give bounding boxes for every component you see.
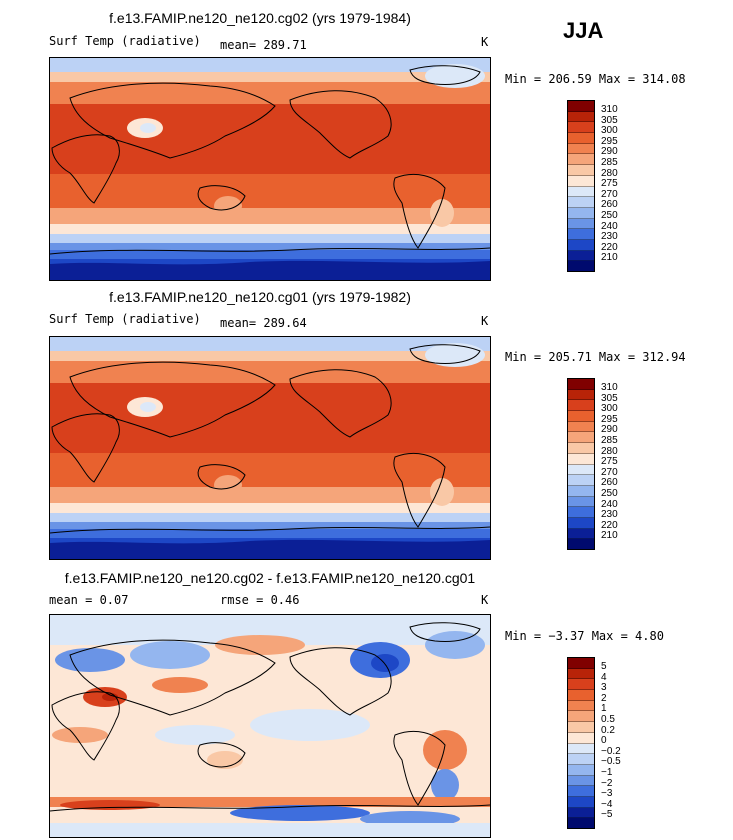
colorbar-tick-label: 5	[601, 661, 607, 672]
colorbar-tick-label: 3	[601, 682, 607, 694]
panel-1-colorbar: 310 305 300 295 290 285 280 275 270 260 …	[567, 100, 618, 272]
colorbar-tick-label: 0.2	[601, 724, 615, 736]
colorbar-tick-label: 300	[601, 125, 618, 137]
season-label: JJA	[563, 18, 604, 43]
colorbar-tick-label: 220	[601, 519, 618, 531]
panel-2-units: K	[481, 314, 489, 328]
panel-1-variable-label: Surf Temp (radiative)	[49, 34, 201, 48]
colorbar-tick-label: 285	[601, 435, 618, 446]
colorbar-tick-label: 295	[601, 135, 618, 147]
panel-3-units: K	[481, 593, 489, 607]
colorbar-tick-label: 295	[601, 413, 618, 425]
colorbar-tick-label: 280	[601, 445, 618, 457]
panel-3-title: f.e13.FAMIP.ne120_ne120.cg02 - f.e13.FAM…	[64, 570, 476, 586]
colorbar-tick-label: 230	[601, 231, 618, 243]
colorbar-tick-label: −4	[601, 798, 613, 810]
colorbar-tick-label: 270	[601, 466, 618, 478]
colorbar-tick-label: 305	[601, 114, 618, 126]
colorbar-tick-label: −0.2	[601, 745, 621, 757]
colorbar-tick-label: 2	[601, 692, 607, 704]
colorbar-tick-label: −2	[601, 777, 613, 789]
panel-2-minmax: Min = 205.71 Max = 312.94	[505, 350, 686, 364]
colorbar-tick-label: 300	[601, 403, 618, 415]
panel-2-colorbar: 310 305 300 295 290 285 280 275 270 260 …	[567, 378, 618, 550]
colorbar-tick-label: 210	[601, 530, 618, 542]
panel-3-minmax: Min = −3.37 Max = 4.80	[505, 629, 664, 643]
colorbar-tick-label: −3	[601, 788, 613, 800]
colorbar-tick-label: 0	[601, 735, 607, 747]
colorbar-tick-label: 220	[601, 241, 618, 253]
colorbar-tick-label: 0.5	[601, 714, 615, 725]
colorbar-tick-label: 250	[601, 210, 618, 221]
colorbar-tick-label: 230	[601, 509, 618, 521]
colorbar-tick-label: 275	[601, 178, 618, 190]
panel-3-mean-label: mean = 0.07	[49, 593, 129, 607]
colorbar-tick-label: 280	[601, 167, 618, 179]
panel-3-map	[49, 614, 491, 838]
colorbar-tick-label: 305	[601, 392, 618, 404]
colorbar-tick-label: 310	[601, 104, 618, 115]
colorbar-tick-label: 290	[601, 146, 618, 158]
colorbar-tick-label: 260	[601, 477, 618, 489]
colorbar-tick-label: −0.5	[601, 756, 621, 768]
colorbar-tick-label: −5	[601, 809, 613, 821]
panel-2-map-graphic	[50, 337, 490, 559]
colorbar-tick-label: 260	[601, 199, 618, 211]
panel-1-minmax: Min = 206.59 Max = 314.08	[505, 72, 686, 86]
colorbar-tick-label: −1	[601, 767, 613, 778]
colorbar-tick-label: 240	[601, 498, 618, 510]
panel-2-variable-label: Surf Temp (radiative)	[49, 312, 201, 326]
panel-2-map	[49, 336, 491, 560]
colorbar-tick-label: 285	[601, 157, 618, 168]
panel-1-mean-label: mean= 289.71	[220, 38, 307, 52]
panel-1-colorbar-swatches	[567, 100, 595, 272]
colorbar-tick-label: 275	[601, 456, 618, 468]
panel-2-colorbar-swatches	[567, 378, 595, 550]
colorbar-tick-label: 270	[601, 188, 618, 200]
panel-2-mean-label: mean= 289.64	[220, 316, 307, 330]
colorbar-tick-label: 250	[601, 488, 618, 499]
panel-3-colorbar: 5 4 3 2 1 0.5 0.2 0 −0.2 −0.5 −1 −2 −3 −…	[567, 657, 621, 829]
colorbar-tick-label: 4	[601, 671, 607, 683]
panel-2-title: f.e13.FAMIP.ne120_ne120.cg01 (yrs 1979-1…	[109, 289, 411, 305]
colorbar-tick-label: 240	[601, 220, 618, 232]
panel-1-map	[49, 57, 491, 281]
panel-3-map-graphic	[50, 615, 490, 837]
panel-1-title: f.e13.FAMIP.ne120_ne120.cg02 (yrs 1979-1…	[109, 10, 411, 26]
colorbar-tick-label: 310	[601, 382, 618, 393]
panel-3-colorbar-swatches	[567, 657, 595, 829]
panel-1-units: K	[481, 35, 489, 49]
colorbar-tick-label: 1	[601, 703, 607, 715]
colorbar-tick-label: 210	[601, 252, 618, 264]
panel-1-map-graphic	[50, 58, 490, 280]
panel-3-rmse-label: rmse = 0.46	[220, 593, 300, 607]
colorbar-tick-label: 290	[601, 424, 618, 436]
